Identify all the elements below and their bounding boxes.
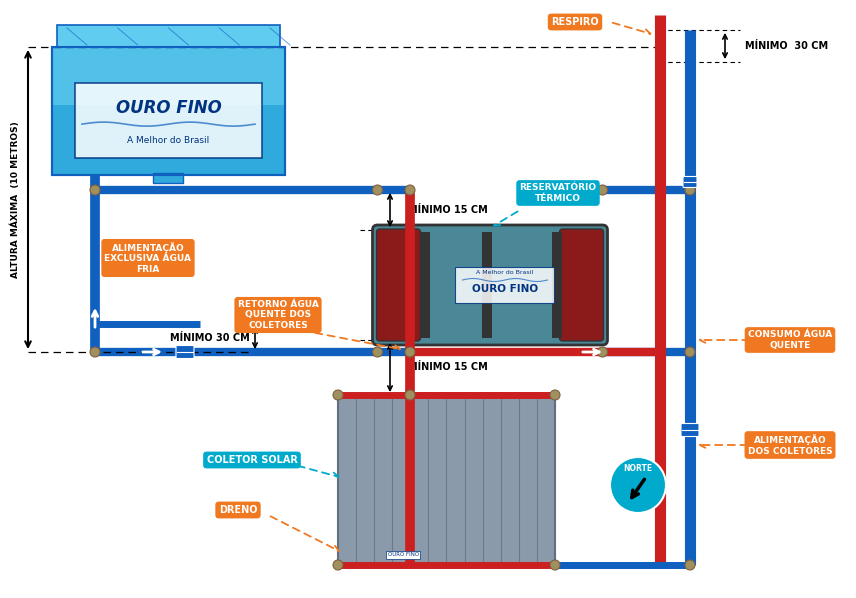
FancyBboxPatch shape <box>560 229 603 341</box>
FancyBboxPatch shape <box>683 176 697 188</box>
Circle shape <box>597 185 608 195</box>
Text: MÍNIMO  30 CM: MÍNIMO 30 CM <box>745 41 828 51</box>
Circle shape <box>405 390 415 400</box>
FancyBboxPatch shape <box>377 229 420 341</box>
Bar <box>338 395 555 565</box>
Circle shape <box>550 560 560 570</box>
FancyBboxPatch shape <box>681 423 699 437</box>
Circle shape <box>685 560 695 570</box>
Circle shape <box>550 390 560 400</box>
Text: OURO FINO: OURO FINO <box>472 284 538 294</box>
Text: MÍNIMO 15 CM: MÍNIMO 15 CM <box>408 362 488 373</box>
FancyBboxPatch shape <box>176 346 194 358</box>
Text: RESPIRO: RESPIRO <box>551 17 599 27</box>
Text: RESERVATÓRIO
TÉRMICO: RESERVATÓRIO TÉRMICO <box>520 184 597 203</box>
Text: OURO FINO: OURO FINO <box>388 553 419 557</box>
FancyBboxPatch shape <box>75 83 262 158</box>
FancyBboxPatch shape <box>372 225 608 345</box>
Circle shape <box>685 185 695 195</box>
Bar <box>482 232 492 338</box>
Circle shape <box>405 347 415 357</box>
Circle shape <box>597 347 608 357</box>
FancyBboxPatch shape <box>153 173 183 183</box>
Text: ALIMENTAÇÃO
DOS COLETORES: ALIMENTAÇÃO DOS COLETORES <box>747 434 832 456</box>
Circle shape <box>405 185 415 195</box>
Circle shape <box>333 560 343 570</box>
Circle shape <box>685 347 695 357</box>
Text: A Melhor do Brasil: A Melhor do Brasil <box>128 136 210 145</box>
FancyBboxPatch shape <box>455 267 555 303</box>
Text: OURO FINO: OURO FINO <box>116 99 222 117</box>
FancyBboxPatch shape <box>52 47 285 175</box>
Text: NORTE: NORTE <box>623 463 652 472</box>
Text: COLETOR SOLAR: COLETOR SOLAR <box>206 455 297 465</box>
Text: A Melhor do Brasil: A Melhor do Brasil <box>477 270 533 276</box>
Text: DRENO: DRENO <box>219 505 258 515</box>
Circle shape <box>610 457 666 513</box>
FancyBboxPatch shape <box>52 47 285 105</box>
Text: MÍNIMO 15 CM: MÍNIMO 15 CM <box>408 205 488 215</box>
Circle shape <box>372 185 383 195</box>
Bar <box>552 232 562 338</box>
Text: ALTURA MÁXIMA  (10 METROS): ALTURA MÁXIMA (10 METROS) <box>10 121 20 278</box>
Text: CONSUMO ÁGUA
QUENTE: CONSUMO ÁGUA QUENTE <box>748 330 832 350</box>
Text: RETORNO ÁGUA
QUENTE DOS
COLETORES: RETORNO ÁGUA QUENTE DOS COLETORES <box>238 300 318 330</box>
Text: MÍNIMO 30 CM: MÍNIMO 30 CM <box>170 333 250 343</box>
Circle shape <box>90 185 100 195</box>
Text: ALIMENTAÇÃO
EXCLUSIVA ÁGUA
FRIA: ALIMENTAÇÃO EXCLUSIVA ÁGUA FRIA <box>104 242 192 274</box>
Circle shape <box>372 347 383 357</box>
Circle shape <box>333 390 343 400</box>
Circle shape <box>90 347 100 357</box>
Bar <box>420 232 431 338</box>
FancyBboxPatch shape <box>57 25 280 47</box>
